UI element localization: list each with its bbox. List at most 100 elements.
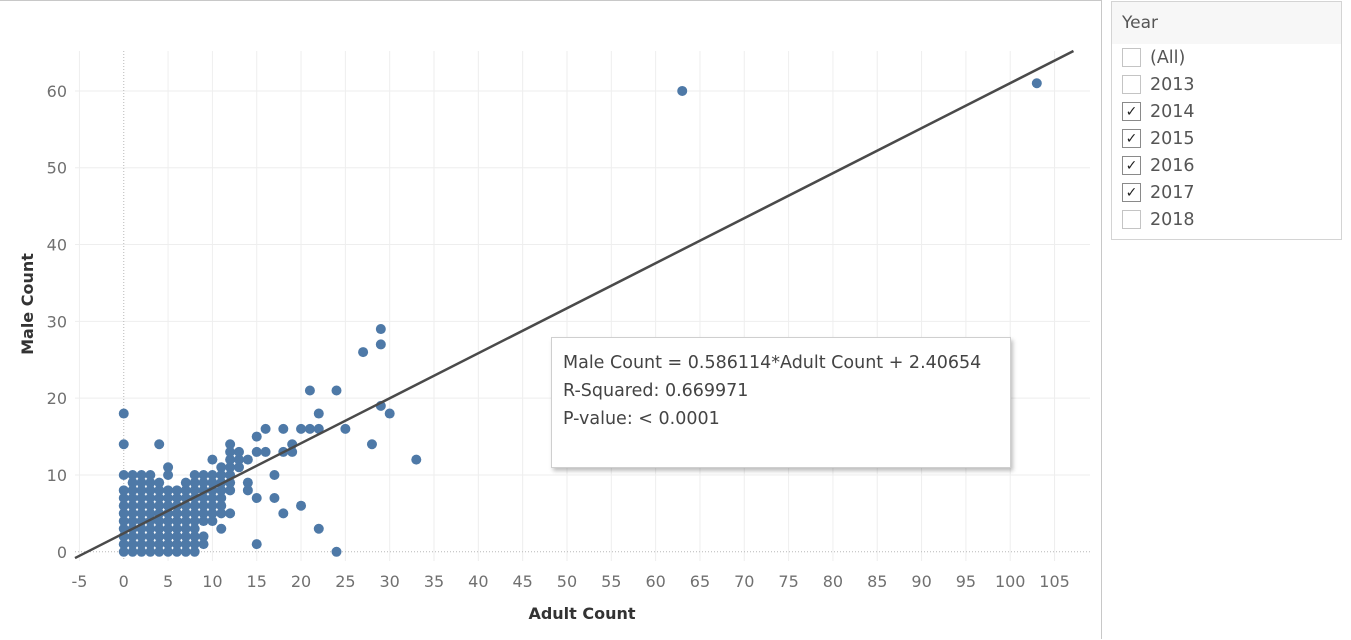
data-point[interactable] (127, 539, 138, 550)
data-point[interactable] (189, 485, 200, 496)
data-point[interactable] (145, 469, 156, 480)
trend-line-group[interactable] (74, 49, 1075, 560)
data-point[interactable] (331, 546, 342, 557)
data-point[interactable] (198, 539, 209, 550)
data-point[interactable] (163, 469, 174, 480)
data-point[interactable] (225, 439, 236, 450)
data-point[interactable] (171, 523, 182, 534)
checked-checkbox-icon[interactable]: ✓ (1122, 183, 1141, 202)
data-point[interactable] (180, 477, 191, 488)
data-point[interactable] (154, 493, 165, 504)
data-point[interactable] (207, 508, 218, 519)
data-point[interactable] (189, 546, 200, 557)
data-point[interactable] (145, 485, 156, 496)
data-point[interactable] (189, 516, 200, 527)
data-point[interactable] (154, 477, 165, 488)
data-point[interactable] (198, 493, 209, 504)
data-point[interactable] (118, 539, 129, 550)
data-point[interactable] (216, 493, 227, 504)
data-point[interactable] (384, 408, 395, 419)
data-point[interactable] (163, 539, 174, 550)
data-point[interactable] (154, 516, 165, 527)
data-point[interactable] (145, 500, 156, 511)
data-point[interactable] (118, 508, 129, 519)
filter-item-all[interactable]: (All) (1112, 44, 1341, 71)
data-point[interactable] (313, 523, 324, 534)
data-point[interactable] (145, 546, 156, 557)
data-point[interactable] (145, 531, 156, 542)
data-point[interactable] (171, 531, 182, 542)
data-point[interactable] (171, 516, 182, 527)
data-point[interactable] (233, 462, 244, 473)
data-point[interactable] (118, 485, 129, 496)
data-point[interactable] (127, 493, 138, 504)
data-point[interactable] (180, 516, 191, 527)
data-point[interactable] (163, 516, 174, 527)
data-point[interactable] (304, 423, 315, 434)
checked-checkbox-icon[interactable]: ✓ (1122, 129, 1141, 148)
data-point[interactable] (189, 531, 200, 542)
data-point[interactable] (207, 469, 218, 480)
data-point[interactable] (251, 431, 262, 442)
data-point[interactable] (225, 462, 236, 473)
data-point[interactable] (127, 531, 138, 542)
data-point[interactable] (375, 324, 386, 335)
data-point[interactable] (145, 508, 156, 519)
data-point[interactable] (677, 85, 688, 96)
data-point[interactable] (225, 508, 236, 519)
data-point[interactable] (269, 469, 280, 480)
filter-item-2014[interactable]: ✓ 2014 (1112, 98, 1341, 125)
data-point[interactable] (145, 493, 156, 504)
data-point[interactable] (154, 539, 165, 550)
data-point[interactable] (233, 446, 244, 457)
unchecked-checkbox-icon[interactable] (1122, 210, 1141, 229)
data-point[interactable] (216, 485, 227, 496)
data-point[interactable] (269, 493, 280, 504)
data-point[interactable] (278, 423, 289, 434)
data-point[interactable] (127, 485, 138, 496)
data-point[interactable] (145, 539, 156, 550)
data-point[interactable] (216, 508, 227, 519)
data-point[interactable] (198, 469, 209, 480)
data-point[interactable] (242, 477, 253, 488)
data-point[interactable] (331, 385, 342, 396)
data-point[interactable] (171, 493, 182, 504)
data-points[interactable] (118, 78, 1042, 557)
data-point[interactable] (127, 500, 138, 511)
data-point[interactable] (154, 531, 165, 542)
data-point[interactable] (198, 531, 209, 542)
data-point[interactable] (198, 516, 209, 527)
data-point[interactable] (136, 485, 147, 496)
data-point[interactable] (198, 500, 209, 511)
data-point[interactable] (127, 508, 138, 519)
filter-item-2015[interactable]: ✓ 2015 (1112, 125, 1341, 152)
data-point[interactable] (189, 500, 200, 511)
data-point[interactable] (207, 454, 218, 465)
data-point[interactable] (189, 539, 200, 550)
data-point[interactable] (216, 462, 227, 473)
filter-item-2018[interactable]: 2018 (1112, 206, 1341, 233)
data-point[interactable] (313, 423, 324, 434)
data-point[interactable] (278, 508, 289, 519)
data-point[interactable] (118, 469, 129, 480)
data-point[interactable] (118, 546, 129, 557)
filter-item-2017[interactable]: ✓ 2017 (1112, 179, 1341, 206)
data-point[interactable] (163, 493, 174, 504)
data-point[interactable] (260, 423, 271, 434)
data-point[interactable] (154, 523, 165, 534)
data-point[interactable] (136, 469, 147, 480)
data-point[interactable] (127, 477, 138, 488)
data-point[interactable] (127, 546, 138, 557)
data-point[interactable] (260, 446, 271, 457)
data-point[interactable] (251, 539, 262, 550)
filter-item-2013[interactable]: 2013 (1112, 71, 1341, 98)
data-point[interactable] (180, 539, 191, 550)
unchecked-checkbox-icon[interactable] (1122, 75, 1141, 94)
data-point[interactable] (171, 485, 182, 496)
data-point[interactable] (207, 493, 218, 504)
data-point[interactable] (118, 408, 129, 419)
data-point[interactable] (189, 469, 200, 480)
data-point[interactable] (189, 508, 200, 519)
data-point[interactable] (171, 539, 182, 550)
data-point[interactable] (198, 477, 209, 488)
